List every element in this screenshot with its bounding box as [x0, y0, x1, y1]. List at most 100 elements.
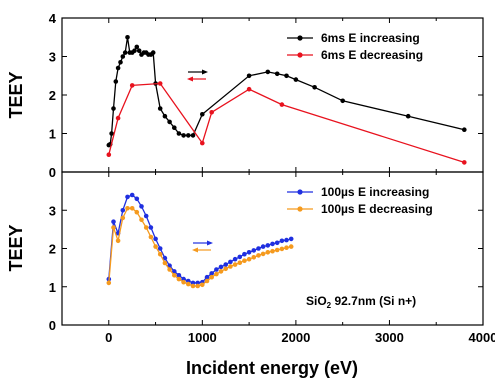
top-series-point-0 [265, 69, 271, 75]
bottom-series-point-0 [176, 273, 182, 278]
bottom-series-point-0 [209, 271, 214, 276]
top-series-point-0 [134, 44, 140, 50]
bottom-series-point-0 [265, 243, 271, 248]
bottom-series-point-0 [256, 246, 261, 251]
bottom-series-point-0 [274, 240, 280, 246]
top-series-point-0 [167, 119, 172, 125]
bottom-series-point-1 [106, 280, 112, 286]
bottom-series-point-1 [228, 264, 233, 269]
bottom-series-point-0 [242, 251, 247, 257]
arrow-left-red-head [187, 76, 193, 82]
bottom-y-ticks: 0 1 2 3 [49, 203, 483, 333]
bottom-series-point-0 [246, 250, 252, 255]
bottom-series-point-0 [139, 204, 144, 209]
bottom-direction-arrows [192, 240, 213, 253]
top-series-point-0 [122, 50, 128, 55]
bottom-series-point-1 [167, 267, 172, 272]
bottom-series-point-1 [218, 269, 224, 274]
bottom-x-tick-label: 4000 [469, 330, 495, 345]
top-series-point-1 [106, 152, 112, 157]
bottom-y-tick-label: 1 [49, 280, 56, 295]
bottom-series-point-1 [204, 278, 210, 284]
top-series-point-0 [132, 48, 137, 53]
bottom-series-point-1 [214, 271, 219, 277]
bottom-panel: 0 1000 2000 3000 4000 0 1 2 3 TEEY Incident ene… [6, 171, 495, 378]
bottom-series-point-0 [120, 208, 126, 213]
bottom-series-point-1 [279, 246, 285, 252]
top-series-point-1 [462, 160, 467, 165]
top-series-point-1 [129, 83, 135, 88]
top-series-point-0 [200, 112, 205, 117]
bottom-series-point-1 [284, 245, 289, 250]
top-series-point-0 [181, 133, 186, 138]
bottom-series-point-1 [274, 247, 280, 253]
bottom-series-point-0 [134, 196, 140, 202]
top-series-point-0 [186, 133, 191, 138]
bottom-series-line-1 [108, 207, 292, 287]
bottom-series-point-1 [181, 279, 186, 285]
bottom-series-point-1 [270, 248, 275, 254]
bottom-series-point-1 [120, 215, 126, 221]
bottom-series-point-0 [148, 225, 154, 230]
annotation-subscript: 2 [327, 301, 332, 310]
bottom-series-point-1 [232, 262, 238, 267]
bottom-legend-label: 100µs E increasing [321, 185, 429, 199]
bottom-series-point-0 [157, 246, 163, 251]
bottom-series-point-0 [125, 194, 130, 200]
bottom-series-point-1 [172, 273, 177, 278]
bottom-series [106, 192, 294, 289]
bottom-series-point-0 [172, 269, 177, 274]
bottom-series-point-0 [251, 248, 257, 253]
top-x-ticks [61, 18, 484, 172]
top-legend: 6ms E increasing 6ms E decreasing [287, 31, 423, 62]
top-series-point-0 [293, 77, 299, 82]
bottom-series-point-1 [125, 206, 130, 211]
bottom-series-point-0 [204, 274, 210, 280]
top-series-point-0 [150, 50, 156, 55]
bottom-series-point-1 [242, 258, 247, 264]
bottom-series-point-1 [190, 283, 196, 289]
bottom-series-point-1 [157, 251, 163, 257]
bottom-series-point-1 [200, 282, 205, 288]
bottom-series-point-1 [246, 256, 252, 262]
bottom-series-point-1 [288, 244, 294, 249]
bottom-series-point-1 [251, 254, 257, 260]
bottom-series-point-0 [143, 213, 149, 219]
top-series [106, 35, 467, 165]
arrow-left-orange-head [192, 247, 198, 253]
arrow-right-black-head [202, 69, 208, 75]
top-direction-arrows [187, 69, 208, 82]
top-series-point-0 [136, 48, 142, 53]
top-series-point-0 [462, 127, 467, 132]
top-series-point-0 [115, 65, 121, 71]
bottom-y-tick-label: 0 [49, 318, 56, 333]
bottom-legend: 100µs E increasing 100µs E decreasing [287, 185, 433, 216]
top-series-point-0 [176, 131, 182, 136]
bottom-series-point-1 [195, 283, 200, 289]
bottom-y-tick-label: 2 [49, 242, 56, 257]
top-series-point-1 [115, 115, 121, 121]
bottom-series-point-1 [143, 225, 149, 230]
bottom-series-point-1 [260, 251, 266, 257]
bottom-series-point-0 [284, 237, 289, 243]
bottom-series-point-0 [228, 259, 233, 265]
bottom-series-point-1 [176, 276, 182, 282]
top-y-tick-label: 2 [49, 88, 56, 103]
bottom-series-point-1 [153, 244, 158, 249]
bottom-x-tick-label: 3000 [375, 330, 404, 345]
top-series-point-0 [109, 131, 114, 136]
bottom-series-point-0 [288, 236, 294, 242]
top-series-point-0 [157, 106, 163, 111]
top-series-point-0 [172, 125, 177, 130]
top-series-point-0 [312, 85, 317, 90]
top-series-point-1 [200, 140, 205, 146]
bottom-y-tick-label: 3 [49, 203, 56, 218]
top-series-line-1 [108, 82, 465, 164]
bottom-series-point-0 [223, 262, 228, 267]
bottom-legend-label: 100µs E decreasing [321, 202, 433, 216]
bottom-series-point-0 [153, 236, 158, 242]
bottom-x-tick-label: 0 [105, 330, 112, 345]
top-series-point-1 [246, 86, 252, 92]
top-y-tick-label: 1 [49, 127, 56, 142]
